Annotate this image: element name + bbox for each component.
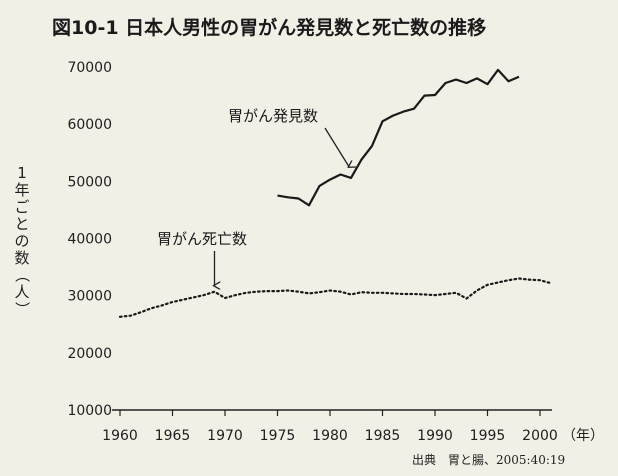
death-count-line <box>118 277 552 318</box>
y-tick-label: 70000 <box>67 60 112 76</box>
y-tick-label: 40000 <box>67 232 112 248</box>
annotation-detection-arrow <box>324 127 349 167</box>
y-tick-label: 30000 <box>67 289 112 305</box>
x-unit-label: （年） <box>562 428 604 444</box>
y-label-char: 人 <box>14 283 29 301</box>
x-tick-label: 1965 <box>155 428 191 444</box>
detection-count-line <box>277 68 520 207</box>
annotation-death-label: 胃がん死亡数 <box>157 230 247 248</box>
chart-title: 図10-1 日本人男性の胃がん発見数と死亡数の推移 <box>52 16 486 39</box>
y-tick-label: 60000 <box>67 117 112 133</box>
x-tick-label: 2000 <box>522 428 558 444</box>
x-tick-label: 1960 <box>102 428 138 444</box>
annotation-detection-label: 胃がん発見数 <box>228 107 318 125</box>
x-tick-label: 1975 <box>260 428 296 444</box>
x-tick-label: 1970 <box>207 428 243 444</box>
y-label-char: 1 <box>17 164 27 182</box>
x-tick-label: 1990 <box>417 428 453 444</box>
y-tick-label: 50000 <box>67 174 112 190</box>
y-label-char: ） <box>13 301 31 316</box>
y-label-char: （ <box>13 267 31 282</box>
source-note: 出典 胃と腸、2005:40:19 <box>412 453 565 467</box>
y-label-char: 数 <box>14 249 29 267</box>
y-tick-label: 10000 <box>67 403 112 419</box>
x-tick-label: 1995 <box>470 428 506 444</box>
y-label-char: の <box>14 232 29 250</box>
x-tick-label: 1980 <box>312 428 348 444</box>
y-tick-label: 20000 <box>67 346 112 362</box>
y-label-char: ご <box>14 198 29 216</box>
x-tick-label: 1985 <box>365 428 401 444</box>
y-label-char: と <box>14 215 29 233</box>
y-label-char: 年 <box>14 181 29 199</box>
